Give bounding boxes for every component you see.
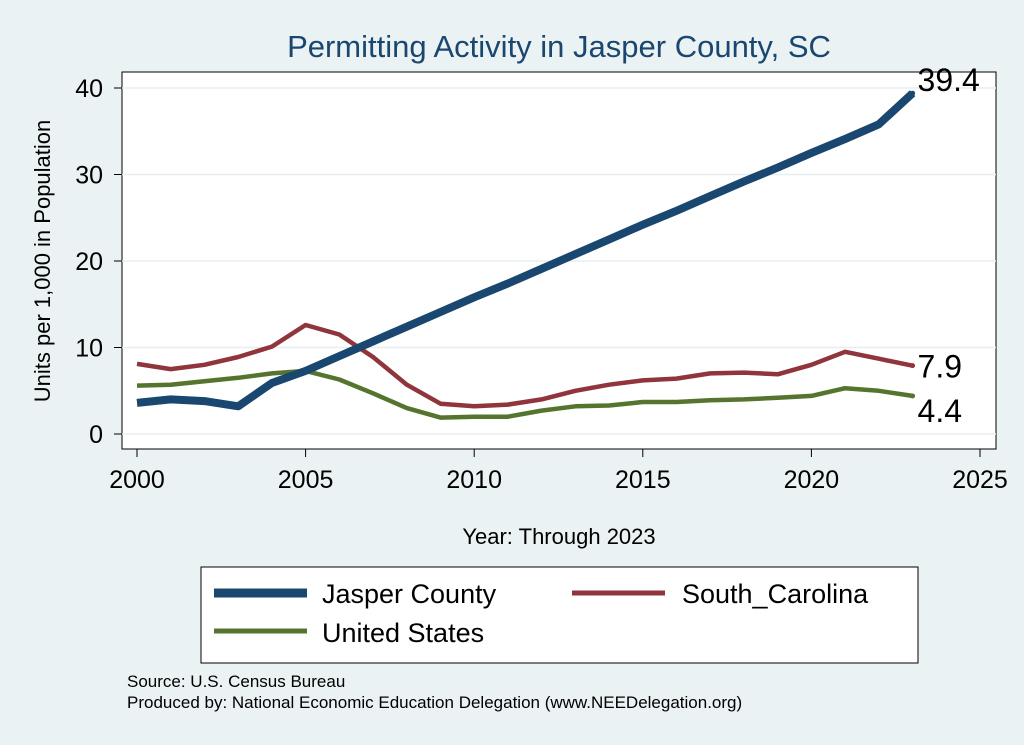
x-tick-label-2005: 2005: [278, 466, 334, 494]
series-line-south-carolina: [136, 322, 914, 409]
y-tick-label-40: 40: [75, 75, 103, 103]
series-end-marker-united-states: [910, 393, 916, 399]
producer-line: Produced by: National Economic Education…: [127, 693, 742, 712]
legend-label-united-states: United States: [322, 618, 484, 648]
legend-label-jasper-county: Jasper County: [322, 579, 497, 609]
x-axis: 2000 2005 2010 2015 2020 2025: [109, 449, 1008, 494]
y-tick-label-20: 20: [75, 248, 103, 276]
series-line-united-states: [136, 368, 913, 420]
x-tick-label-2010: 2010: [446, 466, 502, 494]
legend-box: [200, 566, 919, 664]
y-tick-label-0: 0: [89, 421, 103, 449]
source-line: Source: U.S. Census Bureau: [127, 672, 345, 691]
x-tick-label-2015: 2015: [615, 466, 671, 494]
end-label-jasper-county: 39.4: [918, 62, 980, 98]
x-axis-label: Year: Through 2023: [462, 524, 655, 549]
series-lines: [136, 90, 916, 420]
series-line-jasper-county: [136, 90, 916, 411]
chart-title: Permitting Activity in Jasper County, SC: [287, 29, 831, 64]
y-tick-label-10: 10: [75, 335, 103, 363]
y-tick-label-30: 30: [75, 162, 103, 190]
series-end-marker-jasper-county: [910, 90, 916, 96]
x-tick-label-2025: 2025: [952, 466, 1008, 494]
end-label-united-states: 4.4: [918, 393, 962, 429]
y-axis: 0 10 20 30 40: [75, 75, 122, 449]
series-end-marker-south-carolina: [910, 363, 916, 369]
x-tick-label-2000: 2000: [109, 466, 165, 494]
end-labels: 39.4 7.9 4.4: [918, 62, 980, 429]
end-label-south-carolina: 7.9: [918, 349, 962, 385]
legend-label-south-carolina: South_Carolina: [682, 579, 869, 609]
y-axis-label: Units per 1,000 in Population: [30, 120, 55, 403]
x-tick-label-2020: 2020: [784, 466, 840, 494]
